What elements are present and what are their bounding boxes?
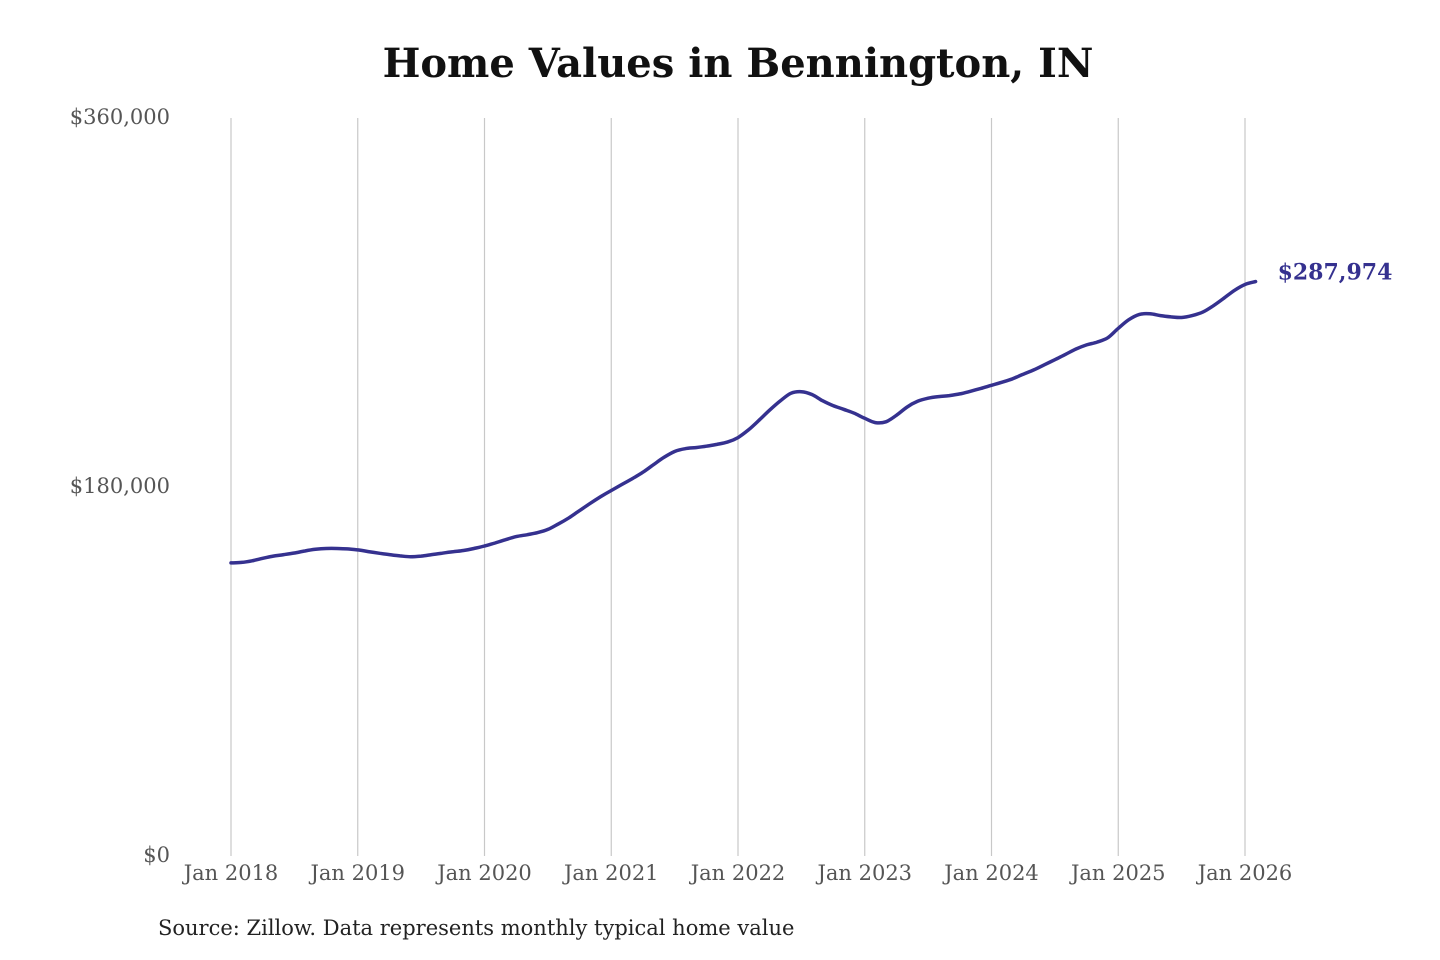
chart-title: Home Values in Bennington, IN: [382, 40, 1094, 87]
y-tick-label: $180,000: [70, 474, 170, 498]
x-tick-label: Jan 2020: [435, 861, 532, 885]
y-tick-label: $360,000: [70, 105, 170, 129]
x-tick-label: Jan 2019: [308, 861, 405, 885]
x-tick-label: Jan 2022: [689, 861, 786, 885]
source-note: Source: Zillow. Data represents monthly …: [158, 916, 795, 940]
x-tick-label: Jan 2023: [815, 861, 912, 885]
x-tick-label: Jan 2025: [1069, 861, 1166, 885]
series-line: [229, 279, 1258, 565]
x-tick-label: Jan 2018: [182, 861, 279, 885]
y-tick-label: $0: [143, 843, 170, 867]
series-end-value-label: $287,974: [1278, 260, 1393, 286]
x-tick-label: Jan 2026: [1196, 861, 1293, 885]
x-tick-label: Jan 2021: [562, 861, 659, 885]
x-tick-label: Jan 2024: [942, 861, 1039, 885]
